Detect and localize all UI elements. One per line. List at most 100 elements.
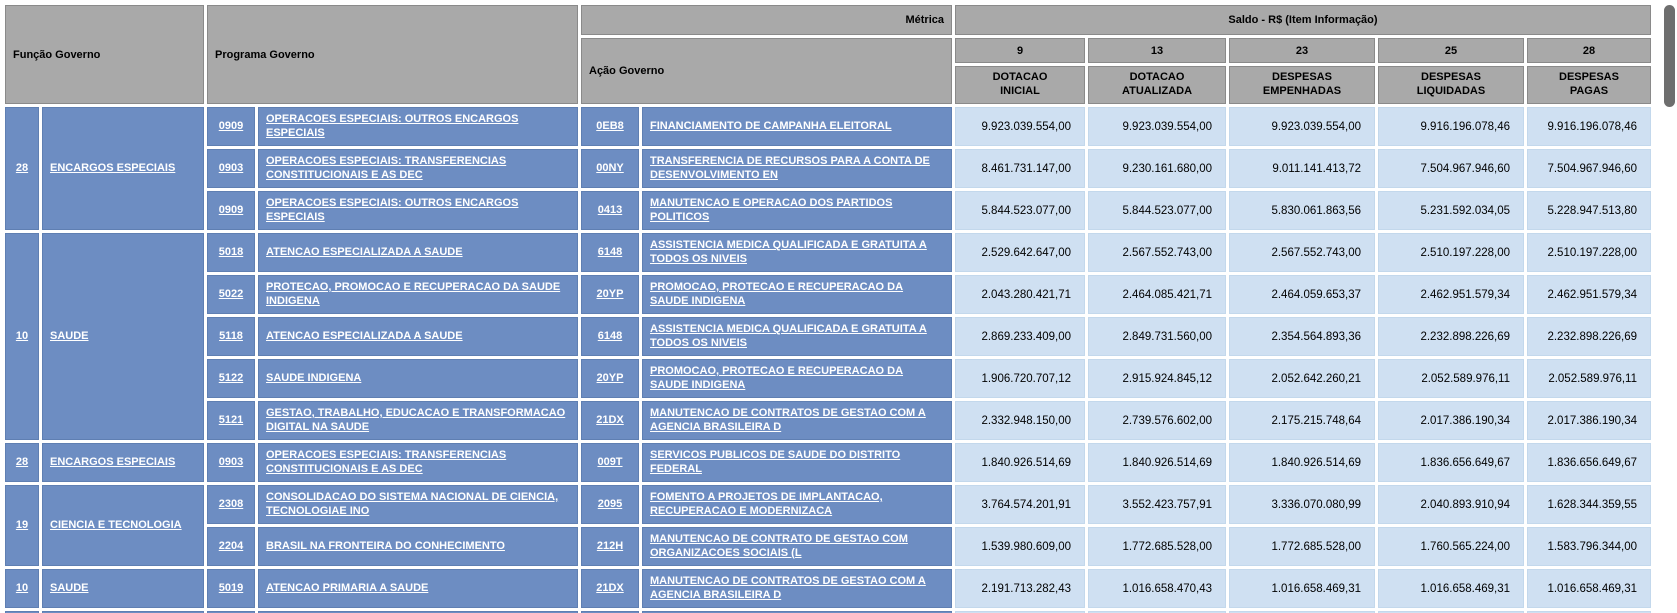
- value-cell: 1.583.796.344,00: [1527, 527, 1651, 566]
- funcao-name-link[interactable]: ENCARGOS ESPECIAIS: [50, 455, 176, 468]
- programa-name-link[interactable]: SAUDE INDIGENA: [266, 371, 362, 384]
- acao-name-link[interactable]: MANUTENCAO DE CONTRATOS DE GESTAO COM A …: [650, 575, 926, 601]
- value-cell: 1.628.344.359,55: [1527, 485, 1651, 524]
- programa-name-link[interactable]: OPERACOES ESPECIAIS: TRANSFERENCIAS CONS…: [266, 155, 507, 181]
- acao-code-link[interactable]: 6148: [597, 329, 623, 342]
- metric-label-header: DOTACAO ATUALIZADA: [1088, 66, 1226, 104]
- acao-code-cell: 009T: [581, 443, 639, 482]
- funcao-code-link[interactable]: 10: [15, 581, 29, 594]
- value-cell: 2.052.589.976,11: [1527, 359, 1651, 398]
- value-cell: 2.043.280.421,71: [955, 275, 1085, 314]
- acao-code-link[interactable]: 009T: [597, 455, 623, 468]
- table-row: 28 ENCARGOS ESPECIAIS 0903 OPERACOES ESPECI…: [5, 443, 1651, 482]
- table-row: 5121 GESTAO, TRABALHO, EDUCACAO E TRANSFO…: [5, 401, 1651, 440]
- programa-code-cell: 5122: [207, 359, 255, 398]
- acao-name-link[interactable]: ASSISTENCIA MEDICA QUALIFICADA E GRATUIT…: [650, 323, 927, 349]
- programa-code-link[interactable]: 0909: [218, 203, 244, 216]
- funcao-name-link[interactable]: SAUDE: [50, 329, 89, 342]
- acao-code-link[interactable]: 6148: [597, 245, 623, 258]
- value-cell: 1.016.658.470,43: [1088, 569, 1226, 608]
- value-cell: 2.017.386.190,34: [1378, 401, 1524, 440]
- programa-name-link[interactable]: GESTAO, TRABALHO, EDUCACAO E TRANSFORMAC…: [266, 407, 566, 433]
- acao-name-link[interactable]: PROMOCAO, PROTECAO E RECUPERACAO DA SAUD…: [650, 365, 904, 391]
- programa-name-link[interactable]: ATENCAO ESPECIALIZADA A SAUDE: [266, 245, 463, 258]
- programa-name-link[interactable]: CONSOLIDACAO DO SISTEMA NACIONAL DE CIEN…: [266, 491, 559, 517]
- acao-name-link[interactable]: MANUTENCAO DE CONTRATO DE GESTAO COM ORG…: [650, 533, 908, 559]
- acao-code-link[interactable]: 20YP: [596, 287, 624, 300]
- programa-name-link[interactable]: OPERACOES ESPECIAIS: OUTROS ENCARGOS ESP…: [266, 197, 519, 223]
- acao-code-link[interactable]: 20YP: [596, 371, 624, 384]
- acao-code-link[interactable]: 212H: [596, 539, 624, 552]
- programa-code-link[interactable]: 0909: [218, 119, 244, 132]
- programa-name-link[interactable]: PROTECAO, PROMOCAO E RECUPERACAO DA SAUD…: [266, 281, 561, 307]
- acao-name-link[interactable]: SERVICOS PUBLICOS DE SAUDE DO DISTRITO F…: [650, 449, 901, 475]
- funcao-code-link[interactable]: 10: [15, 329, 29, 342]
- programa-name-link[interactable]: ATENCAO ESPECIALIZADA A SAUDE: [266, 329, 463, 342]
- programa-code-link[interactable]: 5019: [218, 581, 244, 594]
- funcao-name-link[interactable]: CIENCIA E TECNOLOGIA: [50, 518, 182, 531]
- programa-code-link[interactable]: 0903: [218, 161, 244, 174]
- metric-label-header: DOTACAO INICIAL: [955, 66, 1085, 104]
- programa-name-link[interactable]: BRASIL NA FRONTEIRA DO CONHECIMENTO: [266, 539, 505, 552]
- funcao-code-link[interactable]: 28: [15, 455, 29, 468]
- programa-code-link[interactable]: 5118: [219, 329, 243, 342]
- programa-name-cell: SAUDE INDIGENA: [258, 359, 578, 398]
- acao-name-cell: PROMOCAO, PROTECAO E RECUPERACAO DA SAUD…: [642, 359, 952, 398]
- programa-name-cell: OPERACOES ESPECIAIS: TRANSFERENCIAS CONS…: [258, 149, 578, 188]
- funcao-code-link[interactable]: 28: [15, 161, 29, 174]
- programa-code-link[interactable]: 5022: [218, 287, 244, 300]
- programa-name-cell: CONSOLIDACAO DO SISTEMA NACIONAL DE CIEN…: [258, 485, 578, 524]
- scrollbar-thumb[interactable]: [1664, 5, 1675, 107]
- programa-code-link[interactable]: 2204: [218, 539, 244, 552]
- acao-name-cell: TRANSFERENCIA DE RECURSOS PARA A CONTA D…: [642, 149, 952, 188]
- acao-code-link[interactable]: 00NY: [596, 161, 624, 174]
- value-cell: 1.016.658.469,31: [1229, 569, 1375, 608]
- funcao-code-cell: 10: [5, 569, 39, 608]
- programa-code-link[interactable]: 2308: [218, 497, 244, 510]
- vertical-scrollbar[interactable]: [1663, 0, 1676, 613]
- value-cell: 2.040.893.910,94: [1378, 485, 1524, 524]
- funcao-name-cell: SAUDE: [42, 569, 204, 608]
- programa-code-link[interactable]: 5122: [218, 371, 244, 384]
- programa-name-link[interactable]: OPERACOES ESPECIAIS: OUTROS ENCARGOS ESP…: [266, 113, 519, 139]
- programa-code-link[interactable]: 0903: [218, 455, 244, 468]
- value-cell: 2.849.731.560,00: [1088, 317, 1226, 356]
- programa-name-link[interactable]: ATENCAO PRIMARIA A SAUDE: [266, 581, 429, 594]
- value-cell: 2.739.576.602,00: [1088, 401, 1226, 440]
- programa-name-cell: ATENCAO PRIMARIA A SAUDE: [258, 569, 578, 608]
- acao-name-link[interactable]: FOMENTO A PROJETOS DE IMPLANTACAO, RECUP…: [650, 491, 883, 517]
- acao-code-link[interactable]: 0413: [597, 203, 623, 216]
- acao-code-link[interactable]: 21DX: [596, 581, 624, 594]
- funcao-name-cell: SAUDE: [42, 233, 204, 440]
- programa-name-cell: BRASIL NA FRONTEIRA DO CONHECIMENTO: [258, 527, 578, 566]
- programa-code-link[interactable]: 5121: [218, 413, 244, 426]
- metric-label-text: DESPESAS EMPENHADAS: [1262, 71, 1342, 97]
- acao-name-link[interactable]: PROMOCAO, PROTECAO E RECUPERACAO DA SAUD…: [650, 281, 904, 307]
- acao-name-link[interactable]: MANUTENCAO E OPERACAO DOS PARTIDOS POLIT…: [650, 197, 893, 223]
- acao-name-link[interactable]: TRANSFERENCIA DE RECURSOS PARA A CONTA D…: [650, 155, 930, 181]
- acao-code-link[interactable]: 2095: [597, 497, 623, 510]
- header-row-metric-codes: Ação Governo 9 13 23 25 28: [5, 38, 1651, 104]
- acao-code-link[interactable]: 0EB8: [596, 119, 624, 132]
- acao-name-link[interactable]: ASSISTENCIA MEDICA QUALIFICADA E GRATUIT…: [650, 239, 927, 265]
- funcao-name-link[interactable]: ENCARGOS ESPECIAIS: [50, 161, 176, 174]
- programa-code-link[interactable]: 5018: [218, 245, 244, 258]
- programa-code-cell: 2204: [207, 527, 255, 566]
- programa-code-cell: 5019: [207, 569, 255, 608]
- programa-name-link[interactable]: OPERACOES ESPECIAIS: TRANSFERENCIAS CONS…: [266, 449, 507, 475]
- acao-code-link[interactable]: 21DX: [596, 413, 624, 426]
- acao-name-cell: MANUTENCAO DE CONTRATOS DE GESTAO COM A …: [642, 401, 952, 440]
- acao-name-link[interactable]: FINANCIAMENTO DE CAMPANHA ELEITORAL: [650, 119, 892, 132]
- acao-name-link[interactable]: MANUTENCAO DE CONTRATOS DE GESTAO COM A …: [650, 407, 926, 433]
- acao-name-cell: FOMENTO A PROJETOS DE IMPLANTACAO, RECUP…: [642, 485, 952, 524]
- value-cell: 2.567.552.743,00: [1229, 233, 1375, 272]
- programa-code-cell: 2308: [207, 485, 255, 524]
- value-cell: 1.772.685.528,00: [1088, 527, 1226, 566]
- saldo-item-informacao-header: Saldo - R$ (Item Informação): [955, 5, 1651, 35]
- funcao-code-link[interactable]: 19: [15, 518, 29, 531]
- programa-name-cell: ATENCAO ESPECIALIZADA A SAUDE: [258, 233, 578, 272]
- funcao-name-link[interactable]: SAUDE: [50, 581, 89, 594]
- funcao-code-cell: 10: [5, 233, 39, 440]
